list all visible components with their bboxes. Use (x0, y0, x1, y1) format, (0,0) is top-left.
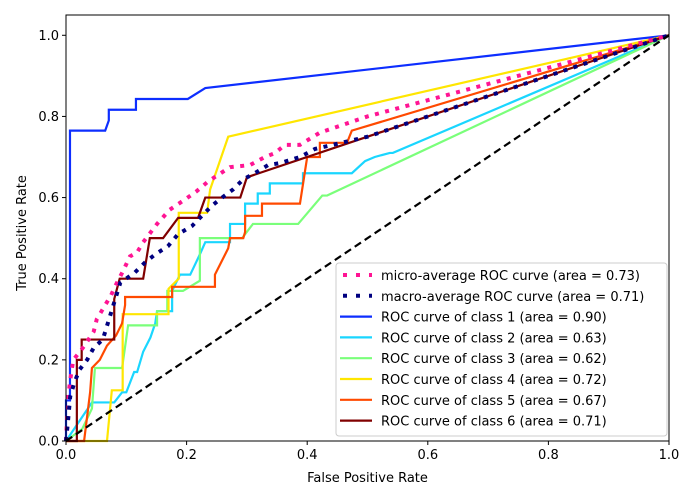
series-line-macro-average-roc-curve (64, 33, 670, 442)
legend-item: ROC curve of class 1 (area = 0.90) (340, 311, 607, 326)
legend-item: micro-average ROC curve (area = 0.73) (343, 269, 640, 284)
y-axis: 0.0 0.2 0.4 0.6 0.8 1.0 (38, 29, 66, 450)
legend-items: micro-average ROC curve (area = 0.73) mac… (340, 269, 644, 430)
series-line-roc-curve-of-class-3 (65, 34, 670, 442)
y-tick-label: 0.8 (38, 110, 59, 125)
plot-frame (65, 14, 670, 442)
series-line-roc-curve-of-class-5 (66, 34, 670, 443)
x-axis-label: False Positive Rate (307, 471, 428, 486)
legend-label: ROC curve of class 4 (area = 0.72) (381, 373, 607, 388)
series-line-roc-curve-of-class-6 (66, 34, 670, 443)
y-tick-label: 0.0 (38, 435, 59, 450)
legend-item: ROC curve of class 5 (area = 0.67) (340, 394, 607, 409)
x-tick-label: 0.2 (176, 448, 197, 463)
legend-item: ROC curve of class 2 (area = 0.63) (340, 331, 607, 346)
x-tick-label: 1.0 (659, 448, 680, 463)
legend-label: micro-average ROC curve (area = 0.73) (381, 269, 640, 284)
series-line-roc-curve-of-class-2 (65, 34, 670, 442)
legend-item: ROC curve of class 6 (area = 0.71) (340, 415, 607, 430)
x-axis: 0.0 0.2 0.4 0.6 0.8 1.0 (56, 441, 680, 463)
y-tick-label: 0.6 (38, 191, 59, 206)
series-layer (64, 33, 670, 443)
legend-frame (335, 262, 668, 437)
legend-label: ROC curve of class 6 (area = 0.71) (381, 415, 607, 430)
legend-label: ROC curve of class 2 (area = 0.63) (381, 331, 607, 346)
series-line-roc-curve-of-class-1 (64, 34, 670, 441)
x-tick-label: 0.8 (538, 448, 559, 463)
legend-label: macro-average ROC curve (area = 0.71) (381, 290, 644, 305)
legend-label: ROC curve of class 5 (area = 0.67) (381, 394, 607, 409)
legend-label: ROC curve of class 3 (area = 0.62) (381, 352, 607, 367)
series-line-micro-average-roc-curve (64, 33, 670, 442)
y-tick-label: 0.4 (38, 272, 59, 287)
legend-item: ROC curve of class 3 (area = 0.62) (340, 352, 607, 367)
legend-item: ROC curve of class 4 (area = 0.72) (340, 373, 607, 388)
y-tick-label: 1.0 (38, 29, 59, 44)
x-tick-label: 0.6 (417, 448, 438, 463)
x-tick-label: 0.0 (56, 448, 77, 463)
y-axis-label: True Positive Rate (15, 175, 30, 292)
legend-label: ROC curve of class 1 (area = 0.90) (381, 311, 607, 326)
reference-diagonal-line (65, 34, 670, 442)
series-line-roc-curve-of-class-4 (66, 34, 670, 443)
y-tick-label: 0.2 (38, 353, 59, 368)
legend-item: macro-average ROC curve (area = 0.71) (343, 290, 644, 305)
legend: micro-average ROC curve (area = 0.73) mac… (335, 262, 668, 437)
x-tick-label: 0.4 (297, 448, 318, 463)
